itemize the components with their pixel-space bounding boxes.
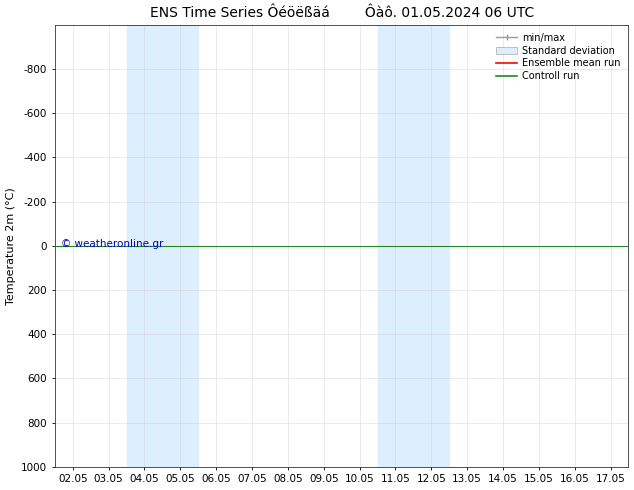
Bar xyxy=(377,25,450,467)
Text: © weatheronline.gr: © weatheronline.gr xyxy=(61,239,163,248)
Title: ENS Time Series Ôéöëßäá        Ôàô. 01.05.2024 06 UTC: ENS Time Series Ôéöëßäá Ôàô. 01.05.2024 … xyxy=(150,5,534,20)
Bar xyxy=(127,25,198,467)
Legend: min/max, Standard deviation, Ensemble mean run, Controll run: min/max, Standard deviation, Ensemble me… xyxy=(493,30,624,84)
Y-axis label: Temperature 2m (°C): Temperature 2m (°C) xyxy=(6,187,16,305)
